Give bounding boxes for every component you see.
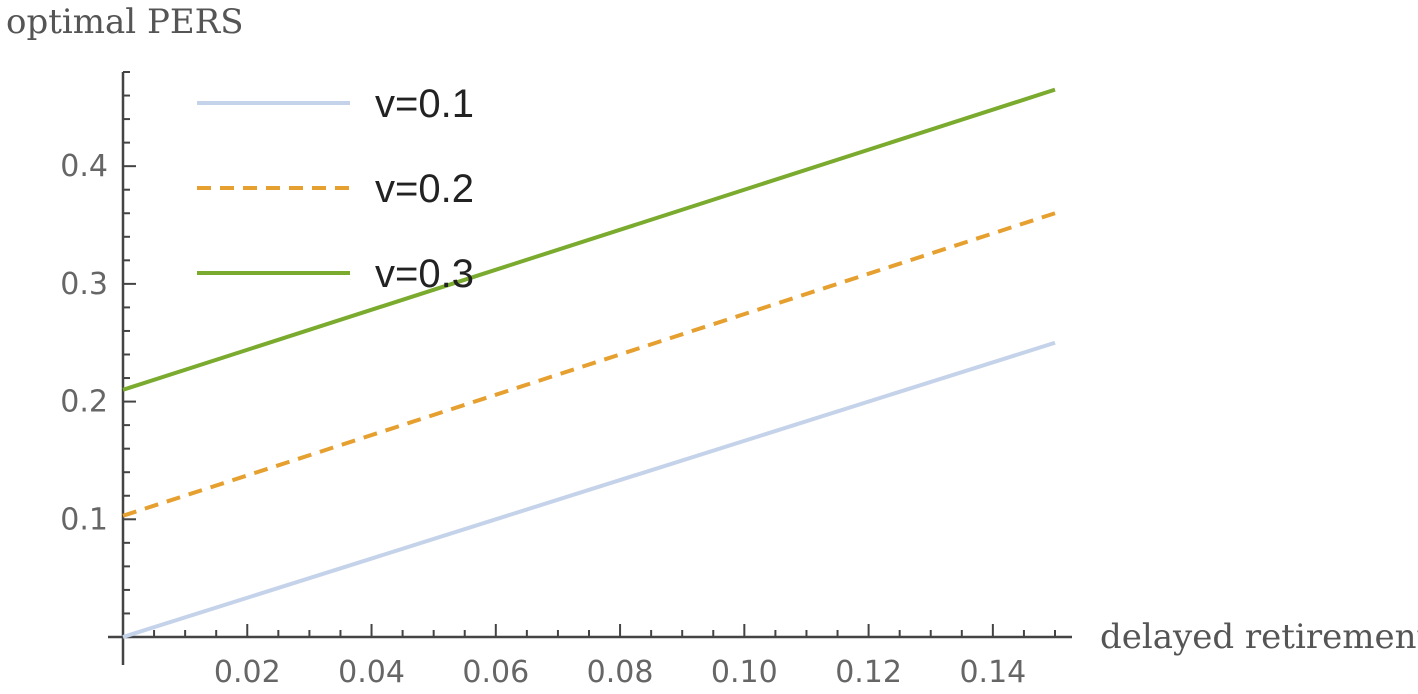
x-tick-label: 0.02 [214, 655, 281, 690]
legend-label-2: v=0.2 [375, 167, 474, 211]
x-tick-label: 0.08 [587, 655, 654, 690]
legend-label-1: v=0.1 [375, 82, 474, 126]
x-tick-label: 0.14 [959, 655, 1026, 690]
legend: v=0.1 v=0.2 v=0.3 [197, 82, 474, 296]
y-tick-label: 0.1 [60, 502, 108, 537]
x-axis-title: delayed retirement [1100, 617, 1418, 657]
y-tick-label: 0.4 [60, 149, 108, 184]
x-tick-label: 0.10 [711, 655, 778, 690]
y-tick-label: 0.3 [60, 267, 108, 302]
x-tick-label: 0.06 [462, 655, 529, 690]
x-tick-label: 0.04 [338, 655, 405, 690]
y-tick-label: 0.2 [60, 385, 108, 420]
legend-label-3: v=0.3 [375, 252, 474, 296]
series-line-3 [122, 87, 1056, 392]
x-tick-label: 0.12 [835, 655, 902, 690]
series-line-2 [122, 211, 1056, 518]
ticks: 0.02 0.04 0.06 0.08 0.10 0.12 0.14 0.1 0.2 0.3 0.4 [60, 71, 1056, 690]
series-group [122, 87, 1056, 639]
y-axis-title: optimal PERS [6, 2, 244, 42]
series-line-1 [122, 340, 1056, 639]
